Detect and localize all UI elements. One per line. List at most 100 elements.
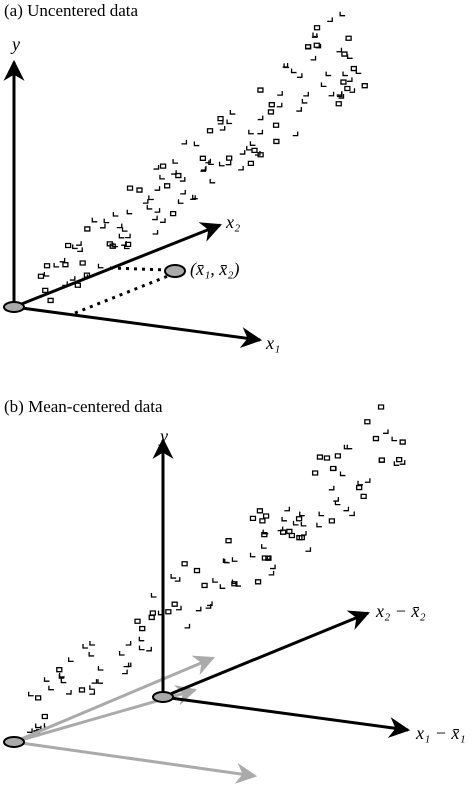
scatter-point bbox=[74, 282, 81, 288]
scatter-point bbox=[296, 107, 302, 112]
scatter-point bbox=[35, 723, 41, 729]
scatter-point bbox=[152, 229, 159, 235]
scatter-point bbox=[64, 242, 72, 249]
scatter-point bbox=[99, 223, 106, 229]
scatter-point bbox=[248, 129, 254, 135]
axis-label: y bbox=[158, 426, 168, 446]
scatter-point bbox=[346, 444, 353, 450]
scatter-point bbox=[205, 604, 212, 609]
axis-label: x₁ bbox=[265, 333, 280, 353]
scatter-points bbox=[27, 11, 406, 736]
scatter-point bbox=[259, 518, 266, 524]
scatter-point bbox=[122, 669, 128, 675]
scatter-point bbox=[396, 456, 403, 463]
scatter-point bbox=[335, 101, 342, 107]
axis-label: x₂ − x̄₂ bbox=[375, 601, 426, 621]
panel-title: (a) Uncentered data bbox=[4, 1, 138, 20]
axis-label: x₂ bbox=[225, 212, 240, 232]
scatter-point bbox=[116, 223, 123, 229]
scatter-point bbox=[320, 82, 327, 88]
scatter-point bbox=[268, 102, 275, 108]
scatter-point bbox=[58, 674, 65, 679]
scatter-point bbox=[138, 645, 145, 651]
scatter-point bbox=[154, 208, 161, 213]
scatter-point bbox=[361, 83, 368, 89]
scatter-point bbox=[360, 493, 367, 500]
scatter-point bbox=[339, 471, 346, 477]
mean-point bbox=[164, 264, 186, 278]
scatter-point bbox=[339, 11, 346, 17]
scatter-point bbox=[249, 552, 256, 558]
scatter-point bbox=[181, 139, 188, 145]
scatter-point bbox=[328, 91, 335, 97]
scatter-point bbox=[97, 263, 104, 269]
scatter-point bbox=[346, 77, 353, 82]
scatter-point bbox=[261, 531, 268, 538]
scatter-point bbox=[205, 158, 212, 164]
scatter-point bbox=[226, 155, 233, 161]
scatter-point bbox=[249, 515, 257, 522]
scatter-point bbox=[301, 530, 307, 536]
scatter-point bbox=[334, 500, 341, 506]
scatter-point bbox=[391, 436, 398, 442]
scatter-point bbox=[58, 672, 65, 678]
scatter-point bbox=[169, 211, 177, 217]
scatter-point bbox=[148, 195, 154, 201]
scatter-point bbox=[219, 584, 226, 589]
scatter-point bbox=[341, 51, 348, 57]
scatter-point bbox=[66, 689, 72, 695]
scatter-point bbox=[48, 685, 54, 691]
scatter-point bbox=[304, 44, 312, 50]
scatter-point bbox=[42, 287, 49, 294]
scatter-point bbox=[357, 480, 364, 486]
scatter-point bbox=[41, 713, 48, 720]
scatter-point bbox=[256, 508, 264, 514]
scatter-point bbox=[78, 687, 86, 693]
scatter-point bbox=[97, 679, 103, 684]
scatter-point bbox=[195, 606, 202, 612]
scatter-point bbox=[121, 241, 127, 246]
scatter-point bbox=[91, 217, 98, 223]
scatter-point bbox=[103, 218, 110, 224]
scatter-point bbox=[126, 185, 134, 191]
scatter-point bbox=[338, 94, 345, 99]
scatter-point bbox=[37, 273, 45, 279]
scatter-point bbox=[328, 485, 335, 491]
scatter-point bbox=[68, 657, 74, 663]
scatter-point bbox=[231, 557, 238, 562]
scatter-point bbox=[171, 601, 178, 607]
scatter-point bbox=[142, 199, 149, 204]
scatter-point bbox=[201, 582, 208, 589]
scatter-point bbox=[393, 461, 400, 466]
scatter-point bbox=[82, 644, 88, 649]
scatter-point bbox=[356, 484, 363, 491]
scatter-point bbox=[125, 662, 132, 668]
scatter-point bbox=[239, 150, 246, 155]
scatter-point bbox=[311, 33, 318, 38]
projection-lines bbox=[74, 266, 169, 315]
scatter-point bbox=[343, 506, 350, 512]
scatter-point bbox=[181, 561, 188, 567]
scatter-point bbox=[262, 513, 270, 519]
scatter-point bbox=[150, 593, 157, 598]
scatter-point bbox=[276, 102, 283, 108]
scatter-point bbox=[349, 511, 355, 517]
scatter-point bbox=[313, 25, 321, 31]
scatter-point bbox=[180, 189, 186, 195]
scatter-point bbox=[254, 151, 261, 156]
scatter-point bbox=[296, 73, 303, 78]
scatter-point bbox=[69, 276, 76, 281]
axes bbox=[152, 437, 411, 738]
scatter-point bbox=[311, 470, 319, 476]
scatter-point bbox=[139, 625, 146, 632]
scatter-point bbox=[62, 262, 69, 268]
scatter-point bbox=[290, 68, 297, 74]
scatter-point bbox=[399, 439, 406, 445]
scatter-point bbox=[261, 544, 267, 549]
scatter-point bbox=[344, 85, 351, 92]
scatter-point bbox=[313, 42, 320, 48]
scatter-point bbox=[112, 211, 119, 217]
scatter-point bbox=[209, 178, 216, 184]
scatter-point bbox=[277, 91, 283, 96]
scatter-point bbox=[334, 453, 342, 459]
